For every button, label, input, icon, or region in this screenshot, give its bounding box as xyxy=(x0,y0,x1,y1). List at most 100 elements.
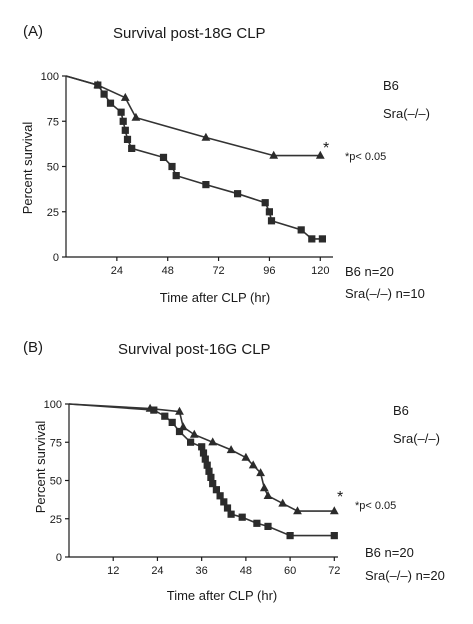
panel-b-square-point xyxy=(198,443,206,451)
panel-a-triangle-point xyxy=(269,150,279,159)
panel-b-square-point xyxy=(168,418,176,426)
panel-b-square-point xyxy=(150,406,158,414)
panel-a-xtick-label: 72 xyxy=(212,265,224,277)
panel-b-triangle-point xyxy=(256,468,265,477)
panel-b-square-point xyxy=(161,412,169,420)
panel-a-n-b6: B6 n=20 xyxy=(345,264,394,279)
panel-a-square-point xyxy=(128,144,136,152)
panel-a-square-point xyxy=(117,108,125,116)
panel-a-ylabel: Percent survival xyxy=(20,122,35,215)
panel-b-significance-star: * xyxy=(337,489,343,506)
panel-a-significance-star: * xyxy=(323,140,329,157)
panel-b-square-point xyxy=(220,498,228,506)
panel-a-xtick-label: 24 xyxy=(111,265,123,277)
panel-a-square-point xyxy=(202,181,210,189)
panel-b-square-series-line xyxy=(68,403,335,537)
panel-b-square-point xyxy=(227,510,235,518)
panel-b-triangle-point xyxy=(208,437,218,446)
panel-b-square-point xyxy=(187,438,195,446)
panel-a-square-point xyxy=(106,99,115,107)
panel-b-xtick-label: 36 xyxy=(196,565,208,577)
panel-a-ytick-label: 25 xyxy=(47,207,59,219)
panel-b-triangle-point xyxy=(329,506,339,515)
panel-b-square-point xyxy=(205,467,213,475)
panel-b-square-point xyxy=(330,532,338,540)
panel-b-square-point xyxy=(286,532,294,540)
panel-b-ytick-label: 75 xyxy=(50,437,62,449)
panel-b-triangle-point xyxy=(263,491,273,499)
panel-b-square-point xyxy=(253,519,261,527)
panel-a-square-point xyxy=(297,226,305,234)
panel-a-xtick-label: 48 xyxy=(162,265,174,277)
panel-b-triangle-point xyxy=(241,452,251,461)
panel-a-xtick-label: 120 xyxy=(311,265,329,277)
panel-b-triangle-point xyxy=(189,429,199,438)
panel-b-legend-sra: Sra(–/–) xyxy=(393,431,440,446)
panel-b-square-point xyxy=(203,461,211,469)
panel-a-square-point xyxy=(318,235,326,243)
panel-a-square-point xyxy=(94,81,102,89)
panel-b-triangle-point xyxy=(226,445,236,454)
panel-b-ytick-label: 100 xyxy=(44,399,62,411)
panel-a-square-point xyxy=(123,135,132,143)
panel-b-square-point xyxy=(201,455,209,463)
panel-a-ytick-label: 50 xyxy=(47,162,59,174)
panel-b-ylabel: Percent survival xyxy=(33,421,48,514)
panel-b-xtick-label: 12 xyxy=(107,565,119,577)
panel-a-square-point xyxy=(308,235,316,243)
panel-a-square-point xyxy=(265,208,273,216)
panel-a-square-point xyxy=(100,90,108,98)
panel-a-square-point xyxy=(234,190,242,198)
panel-b-triangle-series-line xyxy=(68,403,335,512)
panel-a-label: (A) xyxy=(23,23,43,40)
plot-layer: 0 25 50 75 100 24 48 72 96 120 0 25 50 75 100 12 24 36 48 6… xyxy=(41,71,341,577)
panel-b-xtick-label: 24 xyxy=(151,565,163,577)
panel-a-triangle-series-line xyxy=(65,75,321,157)
panel-b-legend-b6: B6 xyxy=(393,403,409,418)
panel-a-square-point xyxy=(172,172,180,180)
panel-b-significance-note: *p< 0.05 xyxy=(355,500,396,512)
panel-b-triangle-point xyxy=(248,460,258,469)
panel-a-square-series-line xyxy=(65,75,323,240)
panel-a-square-point xyxy=(261,199,269,207)
panel-a-n-sra: Sra(–/–) n=10 xyxy=(345,286,425,301)
panel-a-ytick-label: 75 xyxy=(47,116,59,128)
panel-a-ytick-label: 100 xyxy=(41,71,59,83)
panel-b-square-point xyxy=(264,522,272,530)
panel-b-xtick-label: 48 xyxy=(240,565,252,577)
panel-a-legend-sra: Sra(–/–) xyxy=(383,106,430,121)
panel-a-square-point xyxy=(121,126,129,134)
panel-b-xtick-label: 60 xyxy=(284,565,296,577)
panel-a-triangle-point xyxy=(201,132,211,141)
panel-b-square-point xyxy=(238,513,246,521)
panel-b-xtick-label: 72 xyxy=(328,565,340,577)
panel-a-square-point xyxy=(267,217,276,225)
panel-a-significance-note: *p< 0.05 xyxy=(345,151,386,163)
panel-b-ytick-label: 50 xyxy=(50,476,62,488)
panel-b-xlabel: Time after CLP (hr) xyxy=(167,588,278,603)
panel-b-label: (B) xyxy=(23,339,43,356)
panel-b-n-b6: B6 n=20 xyxy=(365,545,414,560)
panel-b-triangle-point xyxy=(259,483,269,492)
panel-a-triangle-point xyxy=(131,112,141,121)
panel-b-square-point xyxy=(199,449,208,457)
panel-b-title: Survival post-16G CLP xyxy=(118,341,271,358)
panel-b-triangle-point xyxy=(175,406,184,415)
panel-b-triangle-point xyxy=(278,498,288,507)
panel-b-square-point xyxy=(175,427,184,436)
panel-a-square-point xyxy=(119,117,127,125)
panel-a-xlabel: Time after CLP (hr) xyxy=(160,290,271,305)
panel-b-triangle-point xyxy=(293,506,302,515)
panel-b-ytick-label: 0 xyxy=(56,552,62,564)
panel-b-square-point xyxy=(209,480,217,488)
panel-a-square-point xyxy=(159,153,168,161)
panel-b-ytick-label: 25 xyxy=(50,514,62,526)
panel-a-triangle-point xyxy=(315,150,325,159)
panel-b-square-point xyxy=(212,486,220,494)
panel-a-ytick-label: 0 xyxy=(53,252,59,264)
panel-a-legend-b6: B6 xyxy=(383,78,399,93)
panel-a-xtick-label: 96 xyxy=(263,265,275,277)
panel-b-square-point xyxy=(223,504,232,512)
panel-a-title: Survival post-18G CLP xyxy=(113,25,266,42)
